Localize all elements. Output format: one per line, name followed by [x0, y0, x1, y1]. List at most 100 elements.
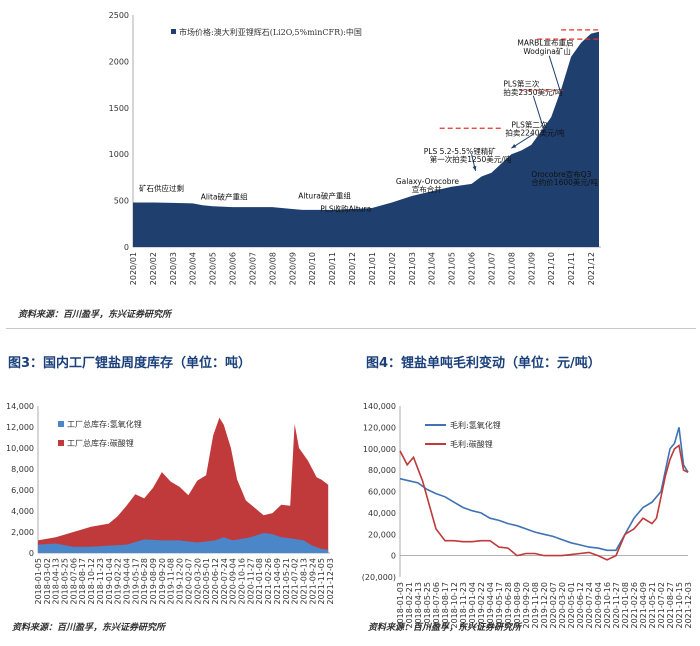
chart1-xtick-label: 2020/07 — [248, 252, 257, 285]
chart1-ytick-label: 1500 — [109, 104, 129, 113]
chart3-xtick-label: 2018-01-03 — [396, 582, 405, 629]
chart3-xtick-label: 2019-02-22 — [477, 582, 486, 629]
chart3-xtick-label: 2020-09-04 — [594, 582, 603, 629]
chart1-arrow-head — [543, 135, 548, 141]
chart2-ytick-label: 6,000 — [11, 486, 34, 495]
chart3-xtick-label: 2018-11-23 — [459, 582, 468, 629]
chart2-ytick-label: 10,000 — [6, 444, 34, 453]
chart1-annotation: Altura破产重组 — [298, 191, 351, 201]
chart3-ytick-label: 140,000 — [363, 402, 396, 411]
chart1-annotation: PLS 5.2-5.5%锂精矿 — [424, 146, 497, 156]
chart2-xtick-label: 2019-01-04 — [105, 558, 114, 605]
chart3-xtick-label: 2020-06-12 — [576, 582, 585, 629]
chart3-xtick-label: 2019-09-20 — [522, 582, 531, 629]
chart2-xtick-label: 2018-04-13 — [52, 558, 61, 605]
chart1-annotation: Orocobre宣布Q3 — [531, 169, 591, 179]
chart1-xtick-label: 2021/08 — [507, 252, 516, 285]
chart2-xtick-label: 2021-07-02 — [291, 558, 300, 605]
chart2-xtick-label: 2020-10-16 — [238, 558, 247, 605]
chart2-xtick-label: 2018-01-05 — [34, 558, 43, 605]
chart1-ytick-label: 0 — [124, 243, 129, 252]
chart3-xtick-label: 2018-05-25 — [423, 582, 432, 629]
chart2-xtick-label: 2020-03-20 — [193, 558, 202, 605]
chart3-ytick-label: 100,000 — [363, 445, 396, 454]
chart3-xtick-label: 2020-10-16 — [603, 582, 612, 629]
chart2-ytick-label: 12,000 — [6, 423, 34, 432]
chart2-xtick-label: 2020-09-04 — [229, 558, 238, 605]
chart3-xtick-label: 2020-03-20 — [558, 582, 567, 629]
divider — [6, 328, 696, 329]
chart3-xtick-label: 2019-06-28 — [504, 582, 513, 629]
chart3-xtick-label: 2021-01-08 — [621, 582, 630, 629]
chart2-xtick-label: 2021-11-05 — [317, 558, 326, 605]
chart2-xtick-label: 2018-11-23 — [96, 558, 105, 605]
chart3-xtick-label: 2018-08-17 — [441, 582, 450, 629]
chart2-plot: 0 2,000 4,000 6,000 8,000 10,000 12,000 14,000 2… — [6, 402, 335, 605]
chart2-xtick-label: 2021-09-24 — [308, 558, 317, 605]
chart3-xtick-label: 2018-10-12 — [450, 582, 459, 629]
chart2-series-area-1 — [38, 533, 329, 553]
chart1-arrow-head — [511, 144, 517, 149]
chart1-xtick-label: 2020/12 — [348, 252, 357, 285]
chart1-annotation: MARBL宣布重启 — [517, 38, 573, 48]
chart1-annotation: 第一次拍卖1250美元/吨 — [430, 154, 512, 164]
chart1-ytick-label: 500 — [114, 197, 129, 206]
chart2-xtick-label: 2020-05-01 — [202, 558, 211, 605]
chart3-xtick-label: 2018-02-21 — [405, 582, 414, 629]
chart2-xtick-label: 2021-05-21 — [282, 558, 291, 605]
chart2-ytick-label: 2,000 — [11, 528, 34, 537]
chart1-arrow — [548, 55, 564, 101]
chart3-xtick-label: 2021-02-26 — [630, 582, 639, 629]
chart3-xtick-label: 2019-01-04 — [468, 582, 477, 629]
chart1-xtick-label: 2020/04 — [189, 252, 198, 285]
chart1-xtick-label: 2021/03 — [408, 252, 417, 285]
chart2-legend-label-lioh: 工厂总库存:氢氧化锂 — [67, 419, 142, 429]
chart2-ytick-label: 4,000 — [11, 507, 34, 516]
chart1-arrow-head — [559, 95, 564, 101]
chart2-xtick-label: 2018-08-17 — [78, 558, 87, 605]
chart2-xtick-label: 2019-05-17 — [131, 558, 140, 605]
chart3-xtick-label: 2021-05-21 — [648, 582, 657, 629]
chart2-legend-swatch-li2co3 — [58, 440, 64, 446]
chart1-annotation: Wodgina矿山 — [523, 46, 571, 56]
chart1-series-area-0 — [133, 31, 600, 248]
source-note-chart2: 资料来源：百川盈孚，东兴证券研究所 — [12, 623, 166, 633]
chart2-xtick-label: 2019-12-20 — [176, 558, 185, 605]
chart3-xtick-label: 2021-10-15 — [675, 582, 684, 629]
chart2-legend-label-li2co3: 工厂总库存:碳酸锂 — [67, 438, 134, 448]
chart2-xtick-label: 2019-06-28 — [140, 558, 149, 605]
chart1-xtick-label: 2021/12 — [587, 252, 596, 285]
chart1-plot: 0 500 1000 1500 2000 2500 2020/01 2020/02 2020/0… — [109, 11, 601, 285]
chart1-xtick-label: 2021/05 — [448, 252, 457, 285]
chart2-xtick-label: 2020-02-07 — [184, 558, 193, 605]
chart1-annotation: PLS第二次 — [511, 119, 547, 129]
chart3-legend-label-lioh: 毛利:氢氧化锂 — [450, 420, 501, 430]
chart3-ytick-label: 60,000 — [368, 488, 396, 497]
chart1-arrow-head — [472, 165, 477, 171]
chart3-xtick-label: 2020-02-07 — [549, 582, 558, 629]
chart1-legend-label: 市场价格:澳大利亚锂辉石(Li2O,5%minCFR):中国 — [179, 27, 362, 37]
chart1-xtick-label: 2020/01 — [129, 252, 138, 285]
chart1-xtick-label: 2020/06 — [229, 252, 238, 285]
chart1-legend-swatch — [171, 29, 176, 34]
chart3-ytick-label: (20,000) — [362, 573, 396, 582]
chart3-xtick-label: 2020-11-27 — [612, 582, 621, 629]
chart2-ytick-label: 0 — [29, 549, 34, 558]
source-note-chart3: 资料来源：百川盈孚，东兴证券研究所 — [368, 623, 522, 633]
chart3-xtick-label: 2018-04-13 — [414, 582, 423, 629]
chart1-annotation: PLS收购Altura — [320, 204, 371, 214]
chart1-xtick-label: 2020/03 — [169, 252, 178, 285]
chart1-annotation: Alita破产重组 — [201, 192, 248, 202]
chart1-xtick-label: 2021/01 — [368, 252, 377, 285]
chart2-series-area-0 — [38, 417, 329, 553]
fig4-title: 图4：锂盐单吨毛利变动（单位：元/吨） — [366, 356, 601, 371]
chart1-annotation: 拍卖2350美元/吨 — [503, 87, 563, 97]
chart1-annotation: PLS第三次 — [503, 78, 539, 88]
chart2-xtick-label: 2021-04-09 — [273, 558, 282, 605]
chart2-xtick-label: 2019-11-08 — [167, 558, 176, 605]
chart3-xtick-label: 2018-07-06 — [432, 582, 441, 629]
chart2-xtick-label: 2018-07-06 — [69, 558, 78, 605]
chart1-annotation: 矿石供应过剩 — [139, 183, 184, 193]
chart3-xtick-label: 2021-04-09 — [639, 582, 648, 629]
